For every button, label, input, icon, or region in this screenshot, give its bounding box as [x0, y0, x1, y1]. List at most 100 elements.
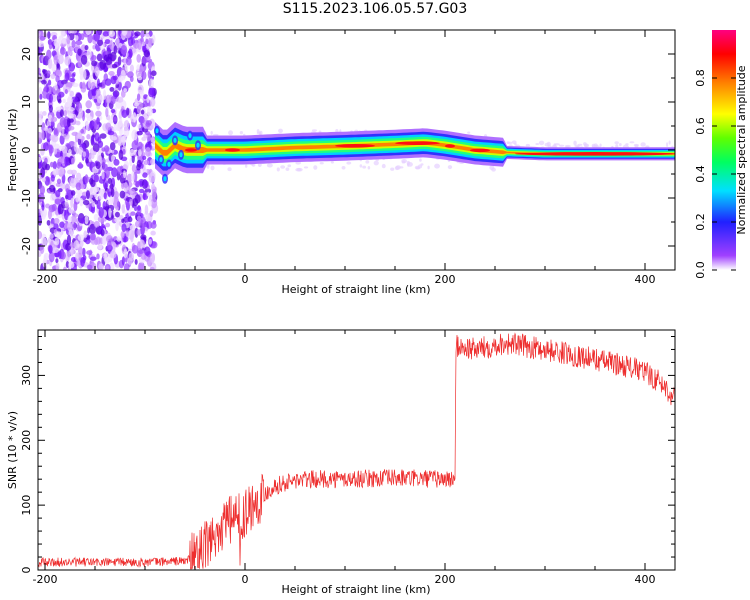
noise-speckle: [109, 250, 117, 259]
noise-speckle: [89, 223, 97, 235]
snr-x-label: Height of straight line (km): [281, 583, 430, 596]
faint-speckle: [365, 160, 370, 164]
noise-speckle: [38, 74, 42, 85]
noise-speckle: [92, 143, 100, 153]
noise-speckle: [113, 45, 118, 55]
noise-speckle: [71, 39, 76, 48]
faint-speckle: [381, 163, 386, 169]
noise-speckle: [38, 30, 41, 37]
faint-speckle: [417, 164, 423, 169]
faint-speckle: [311, 129, 318, 132]
noise-speckle: [75, 35, 79, 41]
noise-speckle: [41, 200, 45, 211]
noise-speckle: [131, 37, 135, 46]
noise-speckle: [76, 120, 81, 126]
faint-speckle: [313, 165, 318, 170]
x-tick-label: -200: [33, 573, 58, 586]
noise-speckle: [78, 107, 83, 119]
faint-speckle: [583, 143, 588, 148]
noise-speckle: [146, 107, 153, 117]
faint-speckle: [614, 141, 619, 145]
noise-speckle: [142, 155, 147, 160]
noise-speckle: [51, 203, 57, 212]
noise-speckle: [106, 235, 114, 243]
noise-speckle: [48, 251, 55, 263]
faint-speckle: [668, 140, 671, 145]
noise-speckle: [104, 78, 112, 86]
noise-speckle: [138, 188, 145, 194]
noise-speckle: [104, 50, 109, 55]
faint-speckle: [319, 161, 324, 165]
onset-blob-core: [196, 142, 200, 148]
noise-speckle: [63, 110, 68, 117]
noise-speckle: [68, 106, 75, 112]
noise-speckle: [131, 140, 139, 151]
noise-speckle: [123, 126, 130, 138]
noise-speckle: [97, 140, 104, 148]
noise-speckle: [137, 262, 145, 270]
noise-speckle: [120, 45, 128, 56]
noise-speckle: [122, 148, 126, 155]
noise-speckle: [48, 245, 53, 254]
noise-speckle: [94, 132, 100, 142]
noise-speckle: [105, 94, 112, 104]
noise-speckle: [80, 54, 88, 65]
noise-speckle: [131, 129, 138, 141]
noise-speckle: [112, 126, 117, 132]
noise-speckle: [131, 154, 135, 164]
noise-speckle: [150, 197, 158, 209]
noise-speckle: [75, 252, 80, 262]
noise-speckle: [132, 42, 140, 49]
noise-speckle: [108, 30, 116, 37]
noise-speckle: [75, 147, 79, 155]
noise-speckle: [84, 215, 89, 225]
noise-speckle: [65, 72, 70, 82]
noise-speckle: [124, 80, 131, 89]
faint-speckle: [373, 160, 379, 166]
noise-speckle: [86, 133, 91, 140]
noise-speckle: [148, 172, 156, 183]
noise-speckle: [150, 136, 155, 143]
noise-speckle: [54, 82, 58, 91]
noise-speckle: [47, 31, 51, 40]
noise-speckle: [87, 227, 91, 234]
noise-speckle: [114, 211, 120, 218]
noise-speckle: [82, 255, 87, 261]
noise-speckle: [123, 248, 128, 259]
noise-speckle: [49, 233, 54, 239]
noise-speckle: [134, 194, 141, 204]
faint-speckle: [666, 142, 669, 147]
noise-speckle: [137, 249, 145, 254]
noise-speckle: [64, 88, 68, 95]
noise-speckle: [58, 166, 65, 177]
noise-speckle: [86, 250, 93, 255]
noise-speckle: [47, 209, 52, 220]
faint-speckle: [447, 165, 453, 170]
noise-speckle: [75, 40, 83, 46]
noise-speckle: [129, 64, 134, 73]
noise-speckle: [113, 190, 119, 199]
noise-speckle: [53, 128, 58, 135]
noise-speckle: [90, 81, 96, 89]
onset-blob-core: [179, 152, 183, 158]
noise-speckle: [87, 78, 92, 89]
noise-speckle: [82, 151, 87, 158]
colorbar-tick-label: 0.0: [694, 261, 707, 279]
noise-speckle: [85, 108, 91, 114]
noise-speckle: [99, 188, 104, 194]
noise-speckle: [65, 188, 69, 193]
noise-speckle: [102, 31, 110, 37]
noise-speckle: [96, 117, 100, 125]
noise-speckle: [47, 79, 52, 86]
noise-speckle: [39, 243, 45, 255]
noise-speckle: [103, 145, 110, 153]
spectrogram-ticks: -200 0 200 400 -20 -10 0 10 20: [20, 29, 675, 286]
noise-speckle: [47, 58, 53, 70]
noise-speckle: [150, 158, 156, 165]
faint-speckle: [401, 160, 406, 164]
noise-speckle: [80, 217, 86, 224]
noise-speckle: [38, 215, 42, 226]
noise-speckle: [140, 168, 144, 175]
noise-speckle: [59, 47, 66, 55]
noise-speckle: [137, 149, 142, 157]
